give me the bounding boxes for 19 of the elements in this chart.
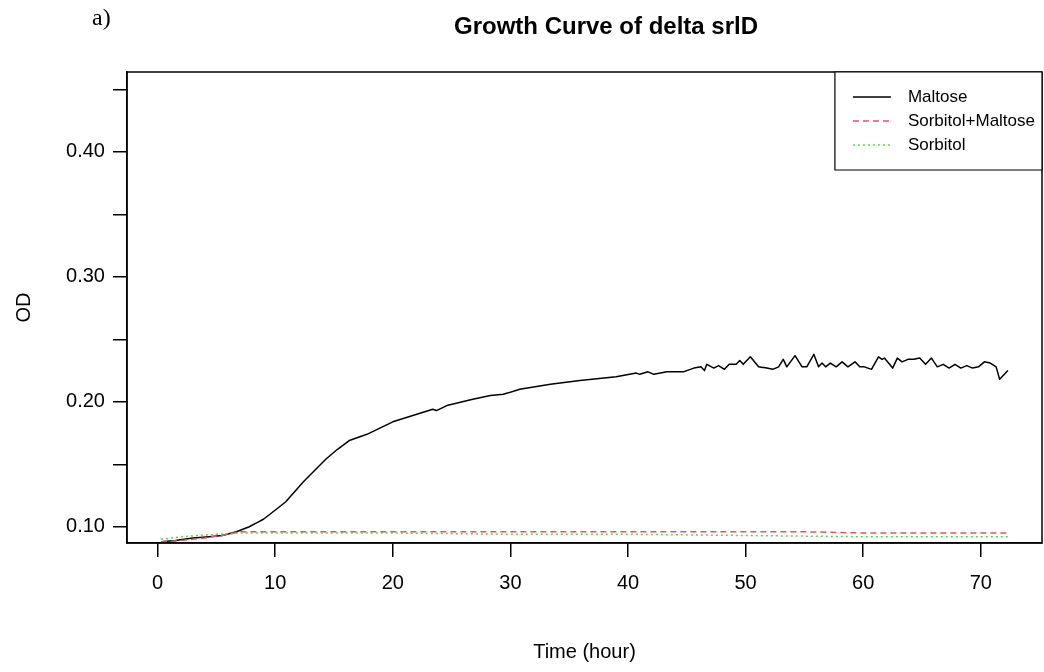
x-tick-label: 10	[264, 570, 287, 593]
y-tick-label: 0.30	[66, 264, 105, 287]
chart-title: Growth Curve of delta srlD	[453, 11, 759, 39]
x-tick-label: 70	[969, 570, 992, 593]
y-tick-label: 0.40	[66, 139, 105, 162]
legend-label: Sorbitol+Maltose	[907, 110, 1035, 130]
legend-label: Maltose	[907, 86, 968, 106]
y-tick-label: 0.20	[66, 389, 105, 412]
text: a)	[92, 4, 111, 31]
legend-label: Sorbitol	[907, 134, 966, 154]
x-tick-label: 0	[152, 570, 164, 593]
x-tick-label: 50	[734, 570, 757, 593]
x-axis-title: Time (hour)	[533, 639, 636, 662]
y-axis-title: OD	[11, 292, 34, 323]
x-tick-label: 30	[499, 570, 522, 593]
x-tick-label: 40	[616, 570, 640, 593]
x-tick-label: 20	[381, 570, 404, 593]
x-tick-label: 60	[852, 570, 875, 593]
y-tick-label: 0.10	[66, 514, 105, 537]
